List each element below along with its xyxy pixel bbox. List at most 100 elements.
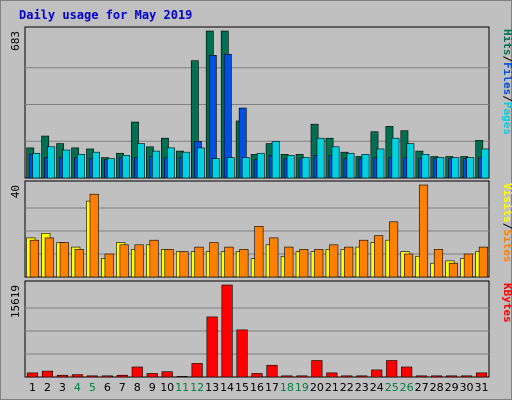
kbytes-bar-day-30	[460, 375, 473, 378]
pages-bar-day-11	[181, 151, 190, 179]
sites-bar-day-3	[59, 242, 69, 278]
x-tick-label-day-10: 10	[160, 381, 174, 394]
sites-bar-day-24	[374, 235, 384, 278]
kbytes-bar-day-18	[281, 375, 293, 378]
legend-hits-files-pages: Hits/Files/Pages	[501, 29, 512, 135]
sites-bar-day-11	[179, 251, 189, 278]
x-tick-label-day-16: 16	[250, 381, 264, 394]
pages-bar-day-14	[226, 157, 235, 179]
kbytes-bar-day-28	[431, 375, 443, 378]
x-tick-label-day-17: 17	[265, 381, 279, 394]
x-tick-label-day-7: 7	[119, 381, 126, 394]
panel-hits-files-pages: 683 Hits/Files/Pages	[9, 26, 512, 179]
x-tick-label-day-21: 21	[325, 381, 339, 394]
panel-kbytes: 15619 KBytes	[9, 280, 512, 378]
pages-bar-day-6	[107, 158, 115, 179]
sites-bar-day-9	[149, 239, 159, 278]
pages-bar-day-30	[466, 157, 475, 179]
kbytes-bar-day-27	[416, 375, 428, 378]
sites-bar-day-1	[29, 239, 39, 278]
pages-bar-day-1	[32, 152, 41, 179]
kbytes-bar-day-21	[326, 372, 338, 378]
pages-bar-day-22	[346, 152, 355, 179]
kbytes-bar-day-14	[221, 284, 233, 378]
sites-bar-day-8	[134, 244, 144, 278]
pages-bar-day-23	[361, 154, 370, 179]
sites-bar-day-22	[344, 246, 354, 278]
kbytes-bar-day-11	[176, 376, 188, 378]
sites-bar-day-17	[269, 237, 279, 278]
kbytes-bar-day-19	[296, 375, 308, 378]
x-tick-label-day-20: 20	[310, 381, 324, 394]
legend-kbytes: KBytes	[501, 283, 512, 323]
y-axis-max-label: 15619	[9, 285, 22, 318]
x-tick-label-day-25: 25	[385, 381, 399, 394]
pages-bar-day-15	[241, 157, 250, 179]
sites-bar-day-28	[433, 249, 444, 278]
y-axis-max-label: 40	[9, 185, 22, 198]
panel-visits-sites: 40 Visits/Sites	[9, 180, 512, 278]
x-tick-label-day-23: 23	[355, 381, 369, 394]
kbytes-bar-day-12	[191, 363, 203, 378]
x-tick-label-day-4: 4	[74, 381, 81, 394]
kbytes-bar-day-7	[116, 374, 128, 378]
kbytes-bar-day-24	[371, 369, 383, 378]
sites-bar-day-31	[478, 246, 488, 278]
x-tick-label-day-5: 5	[89, 381, 96, 394]
sites-bar-day-14	[224, 246, 234, 278]
pages-bar-day-13	[211, 158, 220, 179]
sites-bar-day-16	[254, 226, 264, 278]
x-tick-label-day-14: 14	[220, 381, 234, 394]
pages-bar-day-16	[256, 152, 265, 179]
sites-bar-day-4	[74, 249, 84, 278]
kbytes-bar-day-29	[446, 375, 458, 378]
x-tick-label-day-31: 31	[475, 381, 489, 394]
pages-bar-day-5	[92, 151, 100, 179]
pages-bar-day-7	[122, 155, 130, 179]
pages-bar-day-24	[376, 148, 385, 179]
kbytes-bar-day-6	[101, 375, 113, 378]
x-tick-label-day-1: 1	[29, 381, 36, 394]
kbytes-bar-day-5	[86, 375, 98, 378]
pages-bar-day-21	[331, 146, 340, 179]
x-tick-label-day-13: 13	[205, 381, 219, 394]
kbytes-bar-day-9	[146, 373, 158, 378]
pages-bar-day-28	[436, 157, 445, 179]
kbytes-bar-day-15	[236, 329, 248, 378]
x-tick-label-day-9: 9	[149, 381, 156, 394]
sites-bar-day-18	[284, 246, 294, 278]
pages-bar-day-3	[62, 149, 71, 179]
kbytes-bar-day-13	[206, 316, 218, 378]
sites-bar-day-19	[299, 249, 309, 278]
x-tick-label-day-26: 26	[400, 381, 414, 394]
kbytes-bar-day-22	[341, 375, 353, 378]
pages-bar-day-19	[301, 157, 310, 179]
x-tick-label-day-6: 6	[104, 381, 111, 394]
sites-bar-day-25	[389, 221, 399, 278]
x-tick-label-day-8: 8	[134, 381, 141, 394]
y-axis-max-label: 683	[9, 31, 22, 51]
x-tick-label-day-11: 11	[175, 381, 189, 394]
pages-bar-day-17	[271, 141, 280, 179]
kbytes-bar-day-2	[41, 370, 54, 378]
pages-bar-day-8	[137, 143, 145, 179]
x-tick-label-day-27: 27	[415, 381, 429, 394]
kbytes-bar-day-23	[356, 375, 368, 378]
x-tick-label-day-15: 15	[235, 381, 249, 394]
sites-bar-day-23	[359, 239, 369, 278]
kbytes-bar-day-17	[266, 364, 278, 378]
legend-visits-sites: Visits/Sites	[501, 183, 512, 263]
pages-bar-day-10	[167, 147, 175, 179]
kbytes-bar-day-3	[56, 374, 68, 378]
kbytes-bar-day-4	[71, 374, 83, 378]
sites-bar-day-2	[44, 237, 54, 278]
kbytes-bar-day-1	[26, 372, 39, 378]
x-tick-label-day-28: 28	[430, 381, 444, 394]
kbytes-bar-day-26	[401, 366, 413, 378]
pages-bar-day-29	[451, 157, 460, 179]
kbytes-bar-day-20	[311, 360, 323, 378]
sites-bar-day-29	[448, 262, 458, 278]
kbytes-bar-day-31	[475, 372, 488, 378]
pages-bar-day-26	[406, 143, 415, 179]
